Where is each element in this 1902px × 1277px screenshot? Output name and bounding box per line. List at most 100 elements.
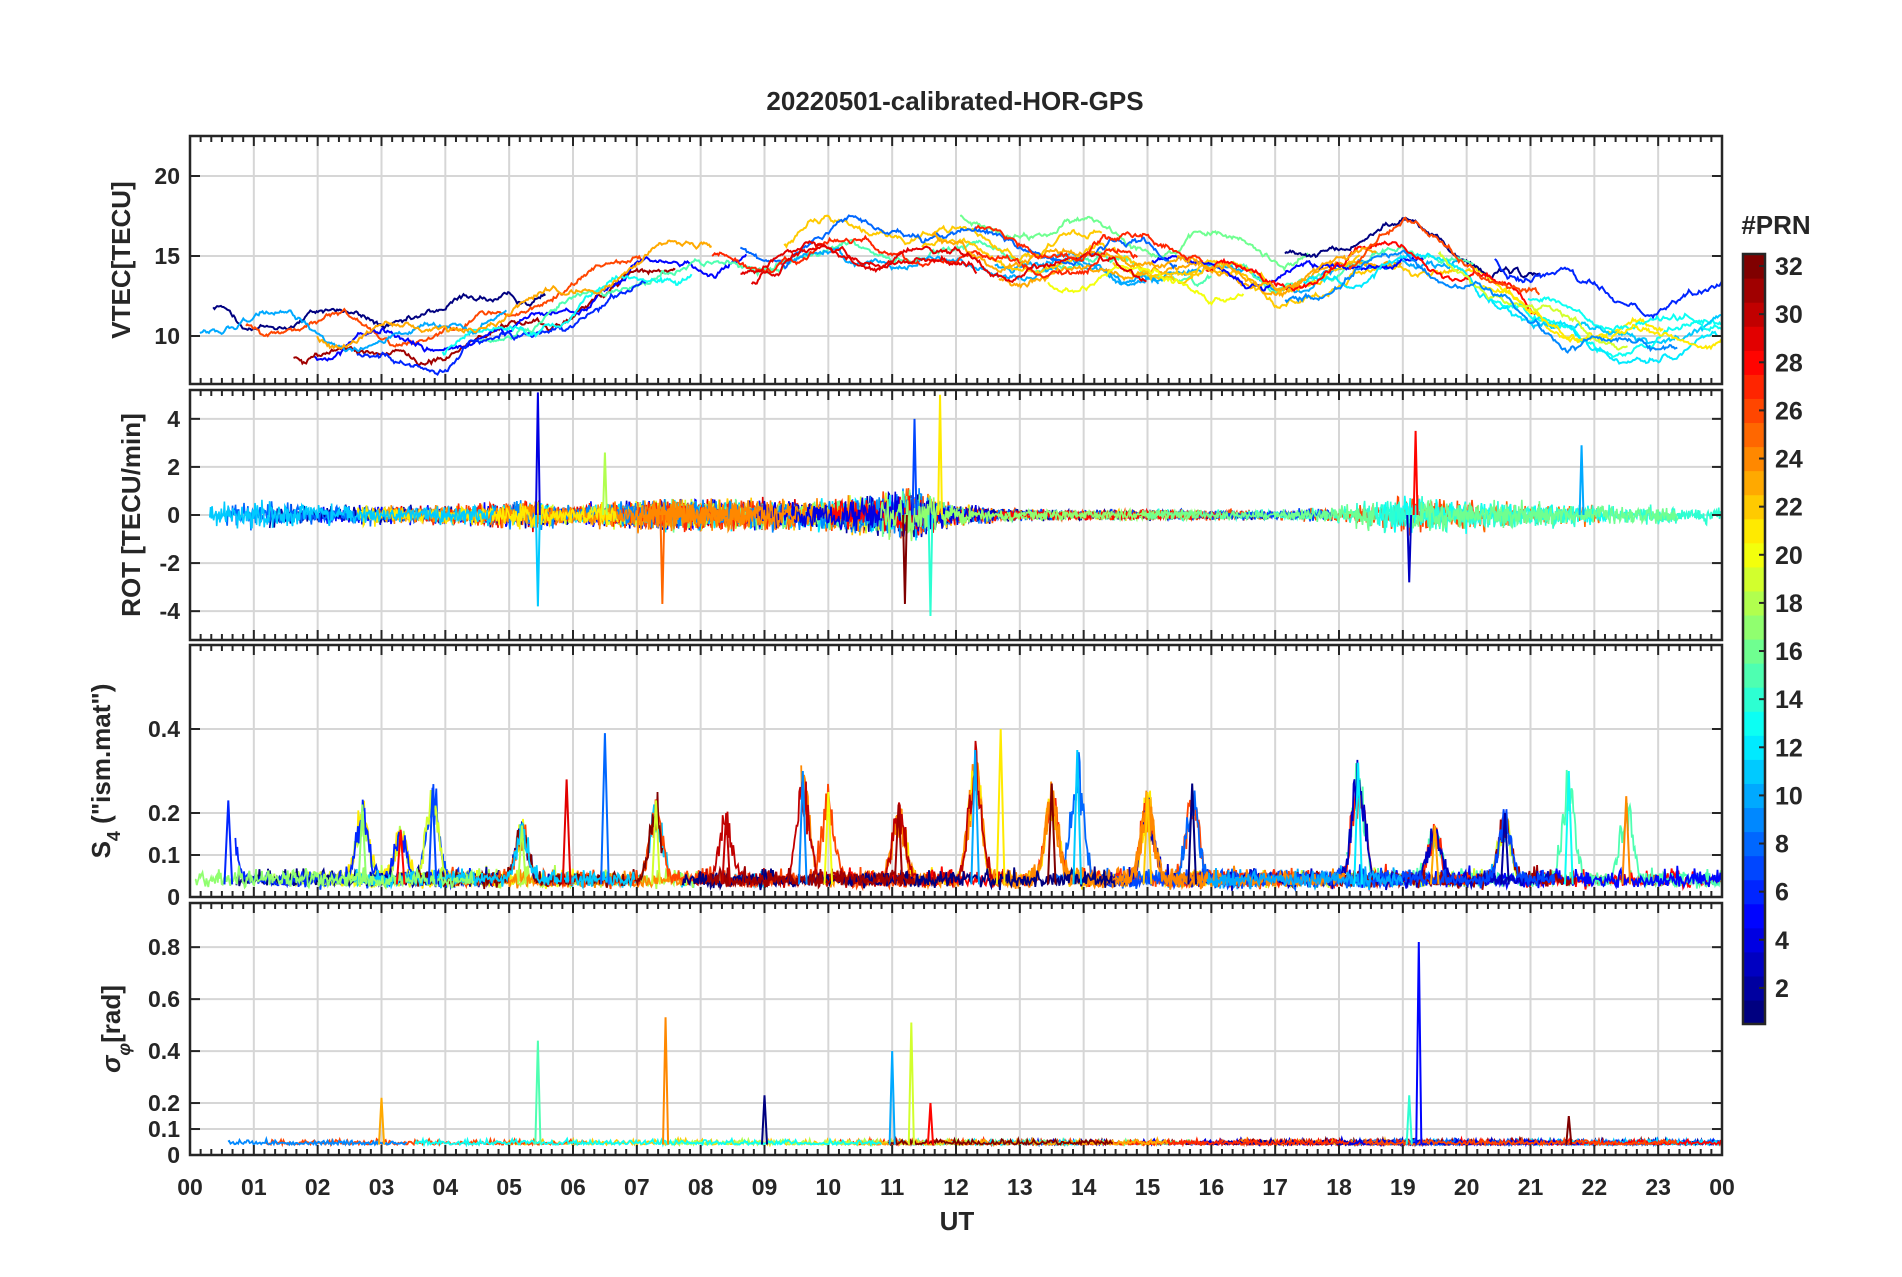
colorbar-cell: [1743, 711, 1765, 736]
colorbar-cell: [1743, 494, 1765, 520]
colorbar-cell: [1743, 254, 1765, 279]
series-prn-16: [959, 214, 1311, 272]
y-tick-label: 0: [167, 1142, 180, 1168]
colorbar-cell: [1743, 903, 1765, 929]
x-tick-label: 01: [241, 1174, 267, 1200]
s4-burst: [721, 812, 732, 885]
x-tick-label: 03: [369, 1174, 395, 1200]
colorbar-cell: [1743, 735, 1765, 760]
panel-vtec: 10 15 20 VTEC[TECU]: [106, 134, 1724, 386]
x-tick-label: 19: [1390, 1174, 1416, 1200]
s4-burst: [970, 749, 980, 885]
series-prn-29: [750, 245, 978, 285]
colorbar-cell: [1743, 350, 1765, 375]
s4-burst: [1621, 796, 1632, 885]
colorbar-cell: [1743, 326, 1765, 351]
series-prn-16: [1145, 502, 1375, 532]
series-prn-26: [245, 254, 643, 348]
colorbar-cell: [1743, 879, 1765, 905]
series-prn-26: [446, 783, 919, 892]
series-prn-12: [1530, 1136, 1722, 1147]
colorbar-tick-label: 14: [1775, 686, 1803, 714]
colorbar-cell: [1743, 687, 1765, 712]
series-prn-26: [1348, 216, 1541, 296]
s4-burst: [357, 804, 368, 885]
series-prn-10: [199, 309, 508, 353]
s4-burst: [651, 800, 661, 885]
sigma-spike: [888, 1051, 896, 1145]
x-axis-label: UT: [940, 1206, 975, 1236]
y-tick-label: 15: [154, 243, 180, 269]
colorbar-tick-label: 32: [1775, 253, 1803, 281]
s4-burst: [1353, 762, 1363, 885]
panel-traces: [199, 214, 1722, 376]
series-prn-13: [441, 273, 693, 356]
x-tick-label: 00: [177, 1174, 203, 1200]
colorbar-tick-label: 16: [1775, 638, 1803, 666]
colorbar-cell: [1743, 927, 1765, 953]
y-tick-label: 0.4: [148, 1038, 180, 1064]
x-tick-label: 23: [1645, 1174, 1671, 1200]
s4-burst: [427, 787, 438, 885]
sigma-spike: [1415, 941, 1423, 1145]
sigma-spike: [1565, 1115, 1573, 1145]
y-axis-label: S4 ("ism.mat"): [86, 684, 124, 859]
series-prn-17: [194, 865, 475, 890]
x-tick-label: 21: [1518, 1174, 1544, 1200]
colorbar-cell: [1743, 446, 1765, 472]
y-tick-label: -2: [160, 550, 180, 576]
y-axis-label: VTEC[TECU]: [106, 181, 136, 338]
rot-spike: [1406, 514, 1413, 583]
panel-traces: [209, 392, 1722, 616]
series-prn-23: [316, 239, 713, 350]
rot-spike: [927, 514, 934, 616]
colorbar-tick-label: 18: [1775, 590, 1803, 618]
series-prn-28: [830, 495, 1225, 540]
colorbar-cell: [1743, 374, 1765, 399]
colorbar-cell: [1743, 614, 1765, 640]
colorbar-cell: [1743, 999, 1765, 1025]
x-tick-label: 02: [305, 1174, 331, 1200]
rot-spike: [911, 418, 918, 516]
chart-title: 20220501-calibrated-HOR-GPS: [766, 86, 1143, 116]
series-prn-19: [1437, 250, 1628, 351]
colorbar-tick-label: 6: [1775, 879, 1789, 907]
s4-burst: [1142, 791, 1153, 885]
y-axis-label-sub: 4: [104, 831, 124, 841]
colorbar-cell: [1743, 639, 1765, 664]
panel-x-ticks: [189, 136, 1713, 384]
s4-burst: [1500, 812, 1510, 885]
y-tick-label: 2: [167, 454, 180, 480]
y-tick-label: 0.6: [148, 986, 180, 1012]
series-prn-16: [1411, 499, 1679, 532]
x-tick-label: 06: [560, 1174, 586, 1200]
s4-burst: [223, 800, 234, 885]
colorbar-tick-label: 2: [1775, 975, 1789, 1003]
x-tick-label: 17: [1262, 1174, 1288, 1200]
colorbar-cell: [1743, 663, 1765, 688]
s4-burst: [1187, 783, 1198, 885]
panel-s4: 0 0.1 0.2 0.4 S4 ("ism.mat"): [86, 643, 1724, 910]
series-prn-20: [1047, 264, 1245, 306]
colorbar-frame: [1741, 252, 1767, 1026]
s4-burst: [1046, 783, 1057, 885]
colorbar-tick-label: 10: [1775, 782, 1803, 810]
series-prn-6: [1494, 258, 1722, 320]
s4-burst: [561, 779, 572, 885]
y-tick-label: 20: [154, 163, 180, 189]
series-prn-10: [1206, 866, 1404, 891]
y-tick-label: -4: [160, 598, 181, 624]
sigma-spike: [1405, 1095, 1413, 1145]
colorbar-cell: [1743, 807, 1765, 833]
panel-x-ticks: [189, 645, 1713, 897]
y-tick-label: 0.2: [148, 800, 180, 826]
sigma-spike: [926, 1102, 935, 1145]
y-axis-label-main: S: [86, 841, 116, 858]
y-tick-label: 0.2: [148, 1090, 180, 1116]
rot-spike: [1578, 445, 1585, 516]
s4-burst: [823, 791, 834, 885]
x-axis-ticks: 00 01 02 03 04 05 06 07 08 09 10 11 12 13 14 15 16 17 18 19…: [177, 1174, 1735, 1200]
y-tick-label: 0: [167, 502, 180, 528]
series-prn-17: [880, 497, 1197, 542]
series-prn-27: [974, 224, 1204, 263]
